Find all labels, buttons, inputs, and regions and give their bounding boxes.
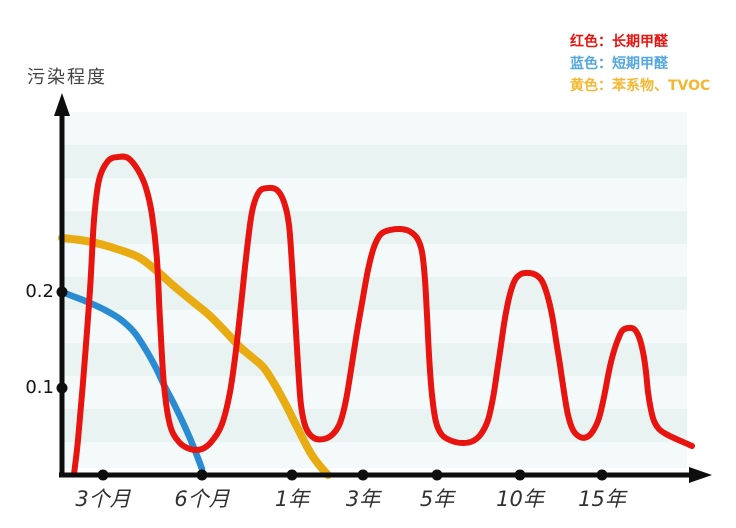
x-axis-tick-dot (286, 469, 298, 481)
axes-layer (54, 93, 712, 483)
y-axis-arrow-icon (54, 93, 70, 116)
legend-item-blue: 蓝色：短期甲醛 (570, 56, 668, 72)
legend: 红色：长期甲醛 蓝色：短期甲醛 黄色：苯系物、TVOC (570, 31, 710, 97)
x-tick-label: 5年 (419, 487, 455, 511)
x-axis-arrow-icon (689, 467, 712, 483)
x-axis-tick-dot (357, 469, 369, 481)
x-axis-tick-dot (196, 469, 208, 481)
y-axis-tick-dot (56, 286, 68, 298)
x-axis-tick-dot (514, 469, 526, 481)
x-tick-label: 3个月 (75, 487, 131, 511)
x-tick-label: 3年 (345, 487, 381, 511)
y-tick-label: 0.1 (25, 377, 54, 398)
legend-item-yellow: 黄色：苯系物、TVOC (570, 78, 711, 94)
legend-item-red: 红色：长期甲醛 (570, 34, 668, 50)
x-tick-label: 15年 (578, 487, 626, 511)
red-series-line (71, 153, 695, 477)
yellow-series-line (58, 234, 332, 479)
x-tick-label: 10年 (496, 487, 544, 511)
x-axis-tick-dot (97, 469, 109, 481)
x-axis-tick-dot (596, 469, 608, 481)
y-axis-tick-dot (56, 382, 68, 394)
y-axis-title: 污染程度 (27, 67, 107, 88)
x-tick-label: 6个月 (174, 487, 230, 511)
x-axis-tick-dot (431, 469, 443, 481)
curves-layer (58, 153, 695, 479)
y-tick-label: 0.2 (25, 281, 54, 302)
x-tick-label: 1年 (274, 487, 310, 511)
